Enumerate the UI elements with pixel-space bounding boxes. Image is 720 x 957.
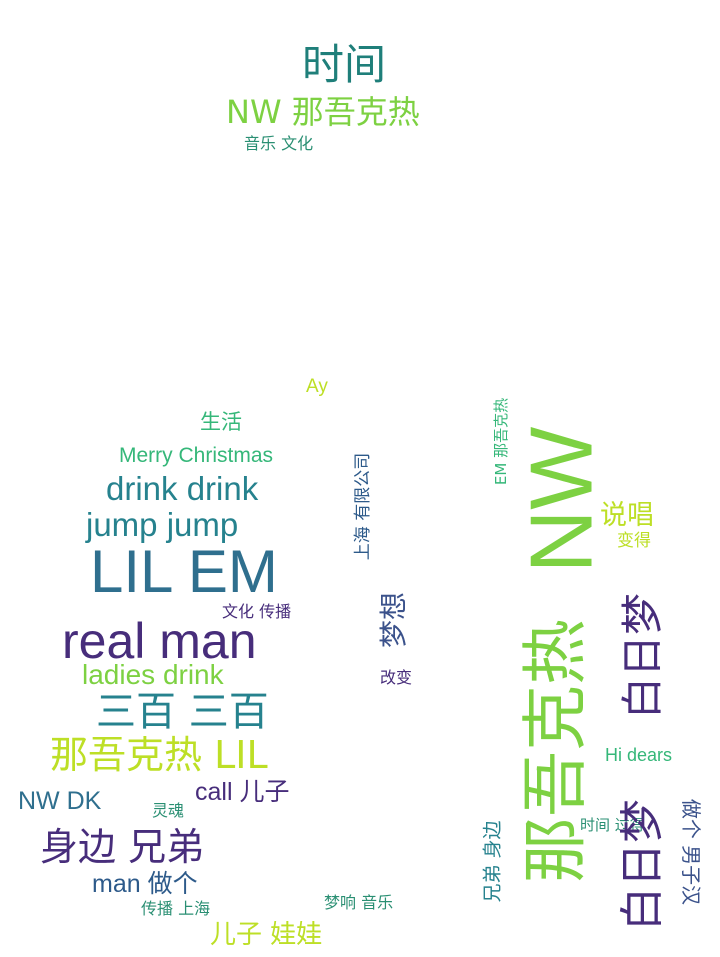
word-merry-christmas: Merry Christmas xyxy=(119,444,274,467)
word-nw-dk: NW DK xyxy=(18,787,102,815)
word-shijian-guode: 时间 过得 xyxy=(580,816,645,834)
word-man-zuoge: man 做个 xyxy=(92,870,198,898)
word-shenghuo: 生活 xyxy=(200,410,242,434)
word-jump-jump: jump jump xyxy=(86,506,239,543)
word-drink-drink: drink drink xyxy=(106,470,259,507)
word-hi-dears: Hi dears xyxy=(605,745,673,765)
word-shanghai-company: 上海 有限公司 xyxy=(353,452,374,561)
word-shenbian-xiongdi: 身边 兄弟 xyxy=(40,825,205,869)
word-baimeng-2: 白日梦 xyxy=(617,799,668,931)
word-ladies-drink: ladies drink xyxy=(82,659,224,690)
word-ay: Ay xyxy=(306,376,328,397)
word-mengxiang-yinyue: 梦响 音乐 xyxy=(324,893,394,912)
word-nw-nawukere-top: NW 那吾克热 xyxy=(226,93,420,131)
word-chuanbo-shanghai: 传播 上海 xyxy=(141,899,211,918)
word-em-nawukere: EM 那吾克热 xyxy=(492,397,511,486)
word-biande: 变得 xyxy=(617,531,651,551)
word-yinyue-wenhua: 音乐 文化 xyxy=(244,134,314,153)
word-call-erzi: call 儿子 xyxy=(195,778,290,806)
word-shuochang: 说唱 xyxy=(600,500,654,531)
word-lil-em: LIL EM xyxy=(90,538,278,605)
word-linghun: 灵魂 xyxy=(152,801,185,820)
word-baimeng-1: 白日梦 xyxy=(618,592,668,720)
word-real-man: real man xyxy=(62,613,257,669)
word-gaibian: 改变 xyxy=(380,668,413,687)
word-nw-big: NW xyxy=(511,426,611,574)
word-zuoge-nanzihan: 做个 男子汉 xyxy=(679,798,704,906)
word-nawukere-lil: 那吾克热 LIL xyxy=(50,733,268,777)
word-nawukere-big: 那吾克热 xyxy=(517,619,594,883)
word-xiongdi-shenbian: 兄弟 身边 xyxy=(481,820,504,903)
word-sanbai-sanbai: 三百 三百 xyxy=(96,689,269,735)
word-wenhua-chuanbo: 文化 传播 xyxy=(222,602,292,621)
word-erzi-wawa: 儿子 娃娃 xyxy=(210,920,323,950)
word-shijian-top: 时间 xyxy=(302,40,387,89)
word-mengxiang: 梦想 xyxy=(377,591,411,649)
